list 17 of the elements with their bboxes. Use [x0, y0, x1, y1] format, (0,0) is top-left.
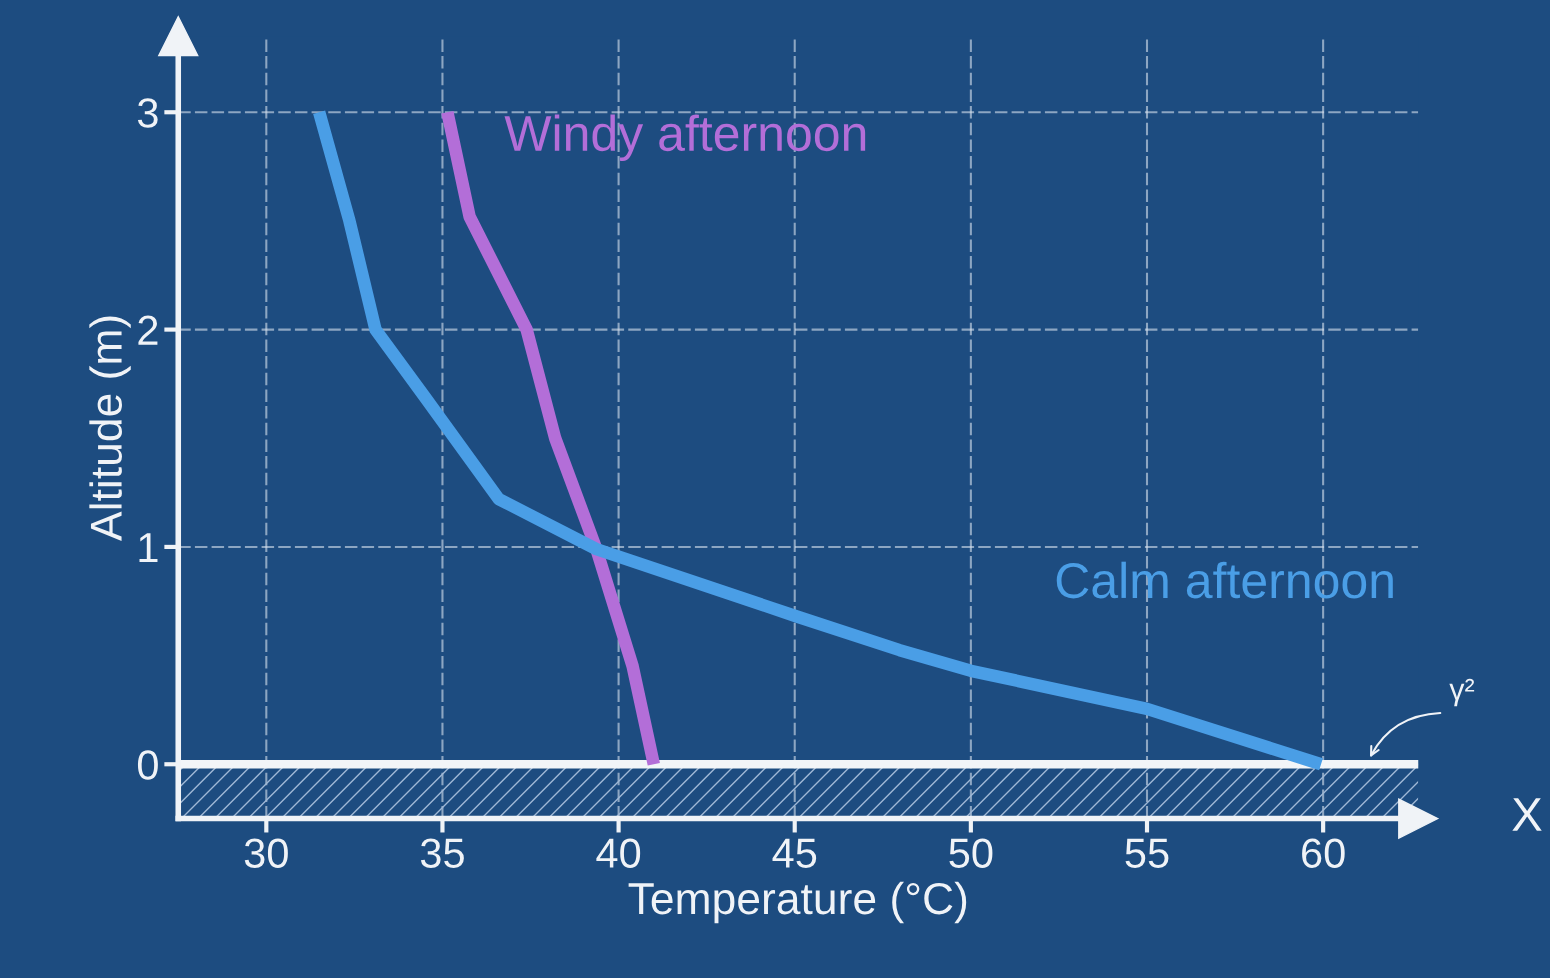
series-label: Calm afternoon	[1056, 561, 1393, 599]
y-axis-title: Altitude (m)	[89, 316, 131, 541]
x-tick-label: 35	[420, 838, 464, 868]
y-tick-label: 3	[137, 98, 158, 128]
x-tick-label: 50	[949, 838, 993, 868]
x-axis-title: Temperature (°C)	[628, 881, 967, 924]
y-tick-label: 0	[137, 750, 158, 780]
x-tick-label: 45	[772, 838, 817, 868]
x-tick-label: 30	[244, 838, 288, 868]
x-tick-label: 55	[1125, 838, 1169, 868]
y-tick-label: 2	[138, 315, 158, 345]
y-tick-label: 1	[139, 533, 158, 563]
x-tick-label: 60	[1302, 838, 1345, 868]
series-label: Windy afternoon	[504, 114, 866, 162]
text: X	[1512, 798, 1542, 831]
x-tick-label: 40	[596, 838, 641, 868]
text: γ²	[1449, 678, 1475, 707]
